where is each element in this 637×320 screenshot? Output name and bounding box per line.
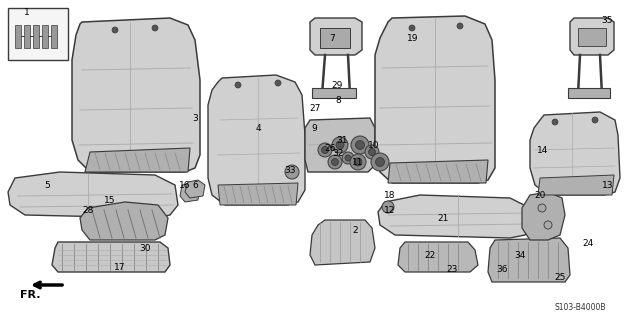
- Text: 2: 2: [352, 226, 358, 235]
- Text: 1: 1: [24, 7, 30, 17]
- Text: 23: 23: [447, 266, 458, 275]
- Polygon shape: [398, 242, 478, 272]
- Polygon shape: [208, 75, 305, 205]
- Circle shape: [544, 221, 552, 229]
- Polygon shape: [488, 238, 570, 282]
- Circle shape: [382, 201, 394, 213]
- Circle shape: [331, 158, 338, 165]
- Circle shape: [365, 145, 379, 159]
- Text: 6: 6: [192, 180, 198, 189]
- Polygon shape: [388, 160, 488, 183]
- Circle shape: [351, 136, 369, 154]
- Circle shape: [375, 157, 385, 166]
- Text: 29: 29: [331, 81, 343, 90]
- Circle shape: [354, 158, 362, 166]
- Text: 22: 22: [424, 251, 436, 260]
- Text: 16: 16: [179, 180, 190, 189]
- Circle shape: [371, 153, 389, 171]
- Text: 11: 11: [352, 157, 364, 166]
- Bar: [568, 88, 610, 98]
- Bar: [320, 28, 350, 48]
- Polygon shape: [51, 25, 57, 48]
- Bar: [578, 28, 606, 46]
- Text: 7: 7: [329, 34, 335, 43]
- Polygon shape: [33, 25, 39, 48]
- Text: 4: 4: [255, 124, 261, 132]
- Text: 25: 25: [554, 274, 566, 283]
- Text: 30: 30: [140, 244, 151, 252]
- Text: FR.: FR.: [20, 290, 41, 300]
- Polygon shape: [218, 183, 298, 205]
- Polygon shape: [375, 16, 495, 183]
- Polygon shape: [305, 118, 375, 172]
- Circle shape: [152, 25, 158, 31]
- Text: 12: 12: [384, 205, 396, 214]
- Polygon shape: [180, 183, 200, 202]
- Circle shape: [457, 23, 463, 29]
- Text: 36: 36: [496, 266, 508, 275]
- Circle shape: [345, 155, 351, 161]
- Circle shape: [285, 165, 299, 179]
- Text: 34: 34: [514, 251, 526, 260]
- Text: 8: 8: [335, 95, 341, 105]
- Text: 31: 31: [336, 135, 348, 145]
- Circle shape: [355, 140, 364, 149]
- Text: 27: 27: [310, 103, 320, 113]
- Polygon shape: [15, 25, 21, 48]
- Text: 19: 19: [407, 34, 419, 43]
- Text: 9: 9: [311, 124, 317, 132]
- Text: 10: 10: [368, 140, 380, 149]
- Circle shape: [336, 141, 344, 149]
- Text: 24: 24: [582, 238, 594, 247]
- Polygon shape: [185, 180, 205, 198]
- Polygon shape: [530, 112, 620, 195]
- Circle shape: [342, 152, 354, 164]
- Text: 5: 5: [44, 180, 50, 189]
- Polygon shape: [522, 192, 565, 240]
- Circle shape: [275, 80, 281, 86]
- Circle shape: [592, 117, 598, 123]
- Text: 35: 35: [601, 15, 613, 25]
- Polygon shape: [72, 18, 200, 172]
- Text: 33: 33: [284, 165, 296, 174]
- Circle shape: [350, 154, 366, 170]
- Bar: [312, 88, 356, 98]
- Polygon shape: [8, 172, 178, 218]
- Text: 32: 32: [333, 148, 344, 157]
- Text: 20: 20: [534, 190, 546, 199]
- Bar: [8, 8, 68, 60]
- Polygon shape: [570, 18, 614, 55]
- Text: 17: 17: [114, 263, 125, 273]
- Polygon shape: [24, 25, 30, 48]
- Polygon shape: [80, 202, 168, 240]
- Circle shape: [112, 27, 118, 33]
- Circle shape: [322, 147, 329, 154]
- Circle shape: [332, 137, 348, 153]
- Polygon shape: [52, 242, 170, 272]
- Text: 14: 14: [538, 146, 548, 155]
- Text: S103-B4000B: S103-B4000B: [554, 303, 606, 312]
- Circle shape: [409, 25, 415, 31]
- Circle shape: [368, 148, 375, 156]
- Text: 26: 26: [324, 143, 336, 153]
- Polygon shape: [42, 25, 48, 48]
- Circle shape: [552, 119, 558, 125]
- Circle shape: [538, 204, 546, 212]
- Circle shape: [318, 143, 332, 157]
- Text: 3: 3: [192, 114, 198, 123]
- Polygon shape: [538, 175, 614, 195]
- Polygon shape: [310, 220, 375, 265]
- Polygon shape: [85, 148, 190, 172]
- Circle shape: [235, 82, 241, 88]
- Text: 13: 13: [602, 180, 614, 189]
- Polygon shape: [310, 18, 362, 55]
- Circle shape: [328, 155, 342, 169]
- Polygon shape: [378, 195, 532, 238]
- Text: 28: 28: [82, 205, 94, 214]
- Text: 18: 18: [384, 190, 396, 199]
- Text: 15: 15: [104, 196, 116, 204]
- Text: 21: 21: [438, 213, 448, 222]
